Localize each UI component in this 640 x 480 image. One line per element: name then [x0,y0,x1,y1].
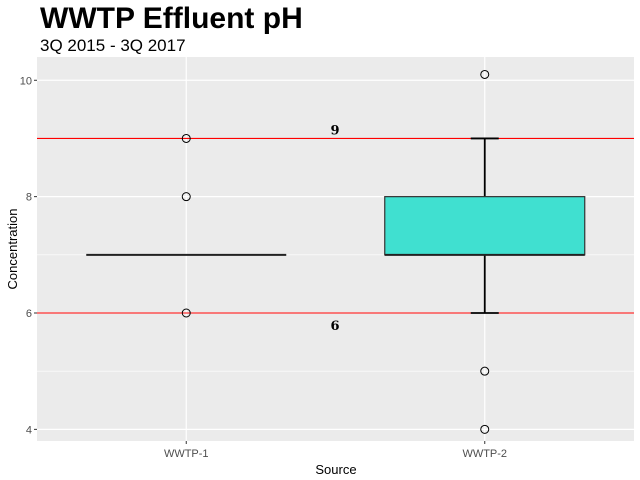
reference-lines: 96 [37,123,634,334]
y-axis-title: Concentration [5,209,20,290]
y-tick-label: 4 [26,424,32,436]
y-tick-label: 10 [20,75,32,87]
box-wwtp-1 [86,133,287,318]
x-axis: WWTP-1 WWTP-2 [164,441,507,460]
y-tick-label: 6 [26,308,32,320]
reference-line-label: 9 [330,123,339,138]
outlier-point [181,308,191,318]
box-wwtp-2 [384,69,586,434]
outlier-point [480,69,490,79]
chart-subtitle: 3Q 2015 - 3Q 2017 [40,36,186,55]
x-axis-title: Source [315,462,356,477]
y-axis: 4 6 8 10 [20,75,37,436]
x-tick-label: WWTP-2 [462,448,507,460]
x-tick-label: WWTP-1 [164,448,209,460]
reference-line-label: 6 [330,319,339,334]
outlier-point [480,424,490,434]
outlier-point [181,192,191,202]
boxes [86,69,586,434]
box-rect [384,196,586,256]
chart-title: WWTP Effluent pH [40,2,303,35]
outlier-point [181,133,191,143]
y-tick-label: 8 [26,192,32,204]
outlier-point [480,366,490,376]
